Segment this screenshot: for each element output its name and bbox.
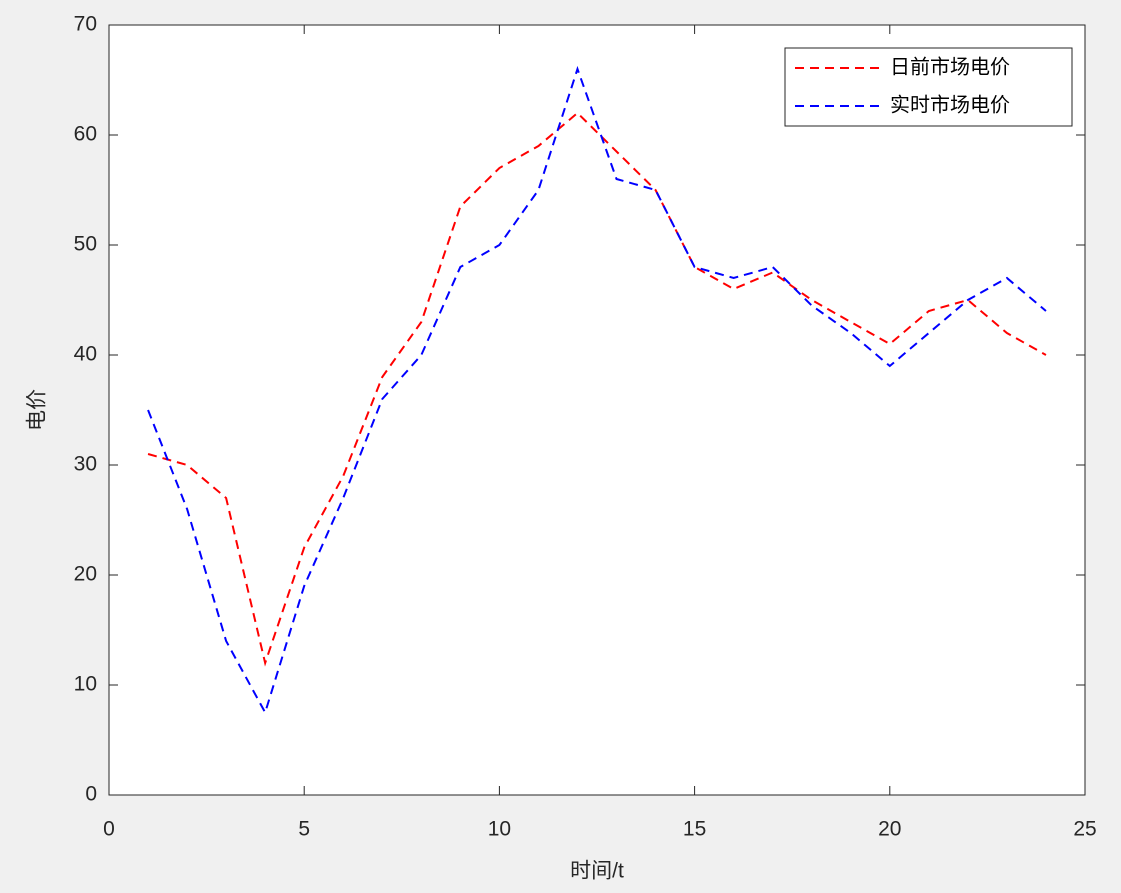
- x-tick-label: 15: [683, 818, 706, 841]
- y-tick-label: 30: [74, 453, 97, 476]
- x-tick-label: 20: [878, 818, 901, 841]
- x-tick-label: 10: [488, 818, 511, 841]
- y-tick-label: 50: [74, 233, 97, 256]
- legend-label: 实时市场电价: [890, 93, 1010, 117]
- plot-area: [108, 24, 1086, 796]
- x-tick-label: 0: [103, 818, 115, 841]
- y-tick-label: 70: [74, 13, 97, 36]
- legend-label: 日前市场电价: [890, 55, 1010, 79]
- y-tick-label: 20: [74, 563, 97, 586]
- series-line: [147, 65, 1047, 716]
- y-tick-label: 0: [85, 783, 97, 806]
- y-tick-label: 10: [74, 673, 97, 696]
- x-tick-label: 25: [1073, 818, 1096, 841]
- x-tick-label: 5: [298, 818, 310, 841]
- y-tick-label: 60: [74, 123, 97, 146]
- legend-box: [784, 47, 1073, 127]
- y-axis-label: 电价: [26, 389, 49, 431]
- x-axis-label: 时间/t: [570, 860, 624, 883]
- y-tick-label: 40: [74, 343, 97, 366]
- series-line: [147, 111, 1047, 667]
